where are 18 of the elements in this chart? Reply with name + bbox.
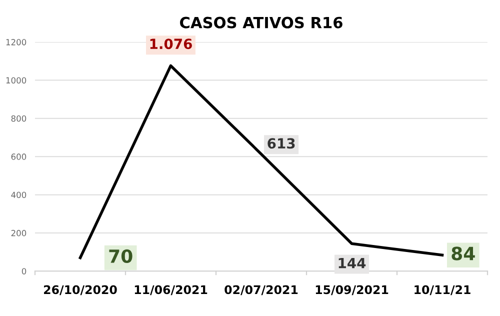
y-tick-label: 0 [22, 268, 26, 274]
x-tick-label: 10/11/21 [414, 285, 470, 296]
text: 1.076 [150, 38, 192, 50]
y-tick-label: 800 [11, 115, 26, 122]
x-tick-label: 26/10/2020 [44, 285, 117, 296]
x-tick-label: 02/07/2021 [224, 285, 298, 296]
y-tick-label: 600 [11, 154, 26, 160]
y-tick-label: 400 [11, 192, 26, 198]
x-tick-label: 15/09/2021 [316, 285, 388, 296]
text: 613 [268, 138, 295, 149]
text: 70 [109, 249, 132, 264]
y-tick-label: 200 [11, 230, 26, 236]
x-tick-label: 11/06/2021 [134, 285, 208, 296]
chart-title: CASOS ATIVOS R16 [180, 16, 342, 28]
text: 84 [452, 246, 475, 260]
text: 144 [338, 258, 366, 268]
y-tick-label: 1200 [6, 39, 26, 46]
y-tick-label: 1000 [6, 77, 26, 84]
